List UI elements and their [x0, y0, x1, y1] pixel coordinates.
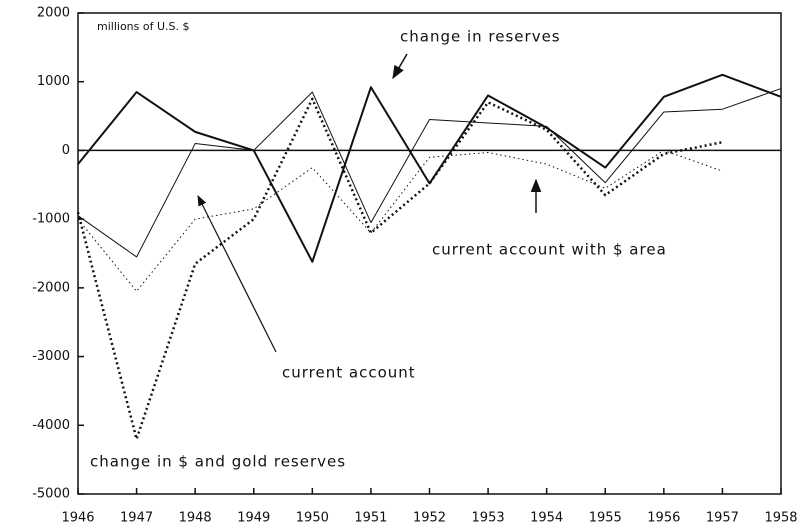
- series-line: [77, 149, 723, 292]
- series-line: [77, 88, 782, 258]
- x-tick-label: 1951: [354, 511, 387, 526]
- y-tick-label: -5000: [32, 487, 70, 502]
- y-tick-label: -2000: [32, 280, 70, 295]
- x-tick-label: 1953: [472, 511, 505, 526]
- series-line: [77, 73, 782, 263]
- x-tick-label: 1949: [237, 511, 270, 526]
- plot-frame: [77, 12, 782, 495]
- x-tick-label: 1946: [61, 511, 94, 526]
- arrow: [197, 195, 277, 353]
- x-tick-label: 1956: [647, 511, 680, 526]
- x-tick-label: 1950: [296, 511, 329, 526]
- annotation: current account: [282, 364, 416, 382]
- x-tick-label: 1957: [706, 511, 739, 526]
- x-tick-label: 1958: [764, 511, 797, 526]
- annotation: current account with $ area: [432, 241, 667, 259]
- x-tick-label: 1954: [530, 511, 563, 526]
- x-tick-label: 1947: [120, 511, 153, 526]
- x-tick-label: 1955: [589, 511, 622, 526]
- arrow: [392, 53, 408, 80]
- y-tick-label: 0: [62, 143, 70, 158]
- y-tick-label: 1000: [37, 74, 70, 89]
- unit-label: millions of U.S. $: [97, 20, 190, 33]
- x-tick-label: 1952: [413, 511, 446, 526]
- y-tick-label: -4000: [32, 418, 70, 433]
- series-line: [76, 97, 723, 441]
- y-tick-label: -3000: [32, 349, 70, 364]
- x-tick-label: 1948: [179, 511, 212, 526]
- y-tick-label: 2000: [37, 6, 70, 21]
- y-tick-label: -1000: [32, 212, 70, 227]
- annotation: change in reserves: [400, 28, 561, 46]
- annotation: change in $ and gold reserves: [90, 453, 346, 471]
